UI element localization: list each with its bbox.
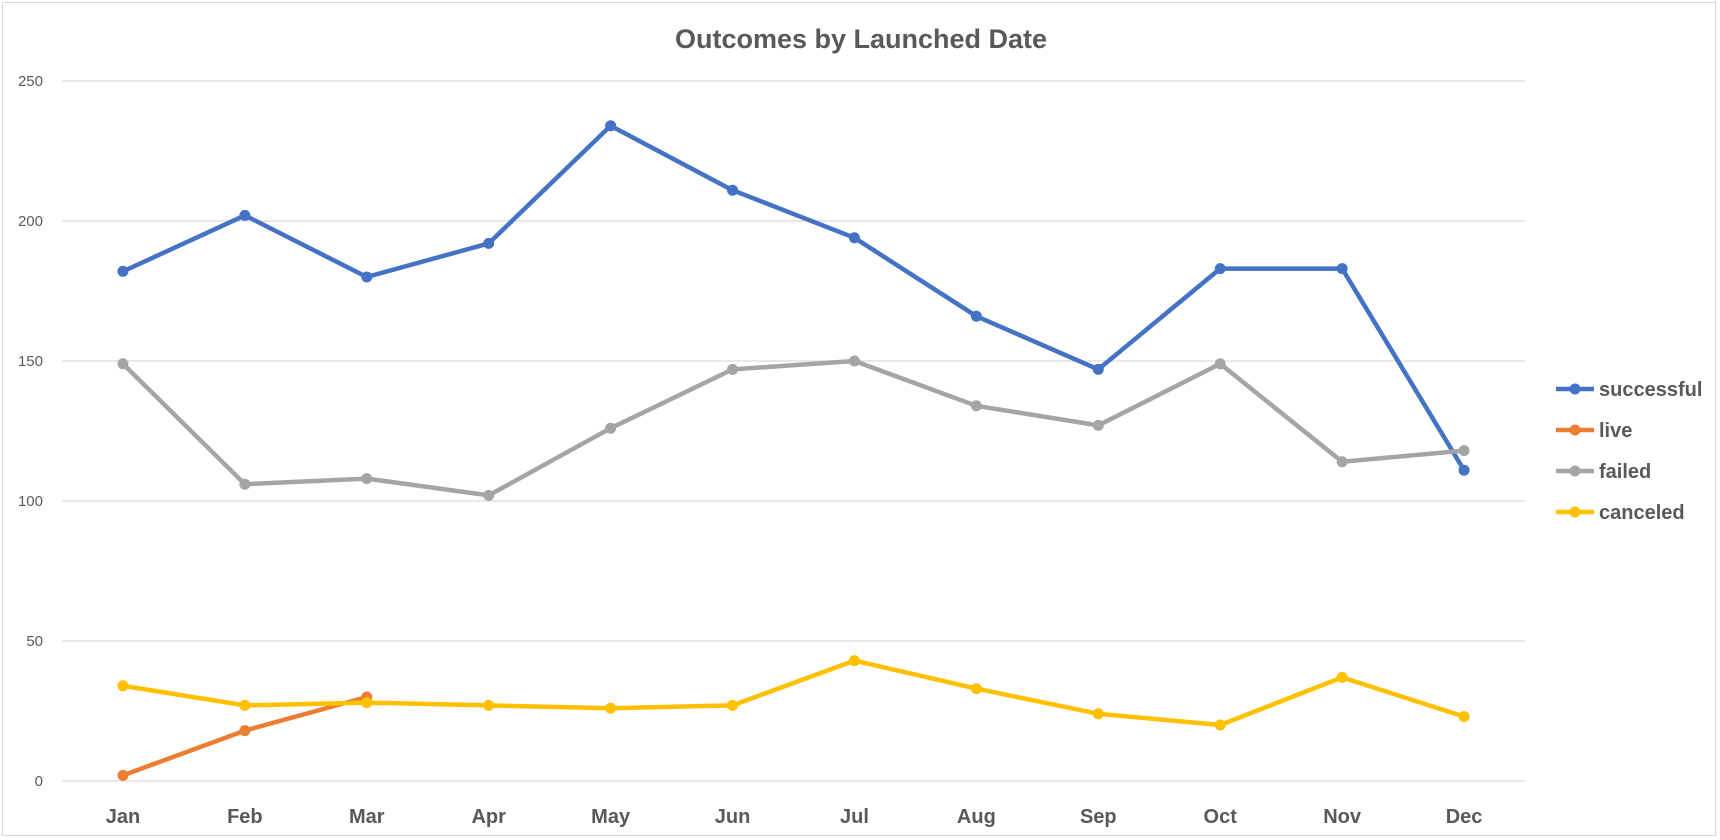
x-axis-ticks: Jan Feb Mar Apr May Jun Jul Aug Sep Oct Nov Dec	[106, 806, 1483, 828]
data-point-failed	[1458, 445, 1470, 457]
data-point-canceled	[605, 702, 617, 714]
data-point-live	[117, 769, 129, 781]
legend-label: successful	[1599, 379, 1702, 401]
x-tick-label: Nov	[1323, 806, 1362, 828]
legend-label: failed	[1599, 461, 1651, 483]
data-point-successful	[361, 271, 373, 283]
series-canceled	[117, 655, 1470, 731]
data-point-successful	[239, 209, 251, 221]
data-point-canceled	[727, 699, 739, 711]
y-tick-label: 100	[18, 493, 43, 510]
y-tick-label: 50	[26, 633, 43, 650]
x-tick-label: Apr	[471, 806, 506, 828]
data-point-canceled	[970, 683, 982, 695]
data-point-live	[239, 725, 251, 737]
series-failed	[117, 355, 1470, 501]
legend-marker	[1569, 383, 1581, 395]
data-point-failed	[848, 355, 860, 367]
gridlines	[62, 80, 1525, 782]
legend-marker	[1569, 465, 1581, 477]
legend-label: canceled	[1599, 502, 1685, 524]
data-point-failed	[239, 478, 251, 490]
x-tick-label: Oct	[1204, 806, 1238, 828]
series-lines	[117, 120, 1470, 781]
x-tick-label: Jun	[715, 806, 751, 828]
legend-label: live	[1599, 420, 1632, 442]
data-point-failed	[605, 422, 617, 434]
data-point-successful	[727, 184, 739, 196]
data-point-successful	[605, 120, 617, 132]
data-point-failed	[483, 489, 495, 501]
legend-marker	[1569, 506, 1581, 518]
data-point-canceled	[1336, 671, 1348, 683]
legend-item-successful: successful	[1556, 379, 1702, 401]
data-point-failed	[1336, 456, 1348, 468]
data-point-canceled	[483, 699, 495, 711]
data-point-successful	[848, 232, 860, 244]
data-point-canceled	[239, 699, 251, 711]
line-chart: Outcomes by Launched Date 0 50 100 150 200 25…	[18, 24, 1702, 828]
y-tick-label: 200	[18, 213, 43, 230]
data-point-successful	[1092, 363, 1104, 375]
data-point-successful	[1336, 263, 1348, 275]
legend-marker	[1569, 424, 1581, 436]
data-point-canceled	[1092, 708, 1104, 720]
data-point-canceled	[1214, 719, 1226, 731]
data-point-failed	[727, 363, 739, 375]
data-point-failed	[361, 473, 373, 485]
y-axis-ticks: 0 50 100 150 200 250	[18, 73, 43, 790]
x-tick-label: Jan	[106, 806, 140, 828]
data-point-failed	[970, 400, 982, 412]
y-tick-label: 250	[18, 73, 43, 90]
data-point-successful	[483, 237, 495, 249]
data-point-canceled	[1458, 711, 1470, 723]
data-point-canceled	[361, 697, 373, 709]
series-successful	[117, 120, 1470, 476]
x-tick-label: May	[591, 806, 631, 828]
data-point-successful	[970, 310, 982, 322]
x-tick-label: Dec	[1446, 806, 1483, 828]
data-point-canceled	[117, 680, 129, 692]
data-point-failed	[1214, 358, 1226, 370]
legend-item-failed: failed	[1556, 461, 1651, 483]
data-point-canceled	[848, 655, 860, 667]
data-point-successful	[1458, 464, 1470, 476]
data-point-failed	[117, 358, 129, 370]
legend-item-canceled: canceled	[1556, 502, 1685, 524]
data-point-failed	[1092, 419, 1104, 431]
legend-item-live: live	[1556, 420, 1632, 442]
y-tick-label: 0	[35, 773, 43, 790]
series-line-successful	[120, 123, 1467, 473]
x-tick-label: Sep	[1080, 806, 1117, 828]
x-tick-label: Mar	[349, 806, 385, 828]
data-point-successful	[1214, 263, 1226, 275]
legend: successful live failed canceled	[1556, 379, 1702, 524]
x-tick-label: Feb	[227, 806, 263, 828]
series-line-failed	[120, 358, 1467, 498]
y-tick-label: 150	[18, 353, 43, 370]
series-line-canceled	[120, 658, 1467, 728]
data-point-successful	[117, 265, 129, 277]
x-tick-label: Aug	[957, 806, 996, 828]
chart-title: Outcomes by Launched Date	[675, 24, 1047, 54]
x-tick-label: Jul	[840, 806, 869, 828]
